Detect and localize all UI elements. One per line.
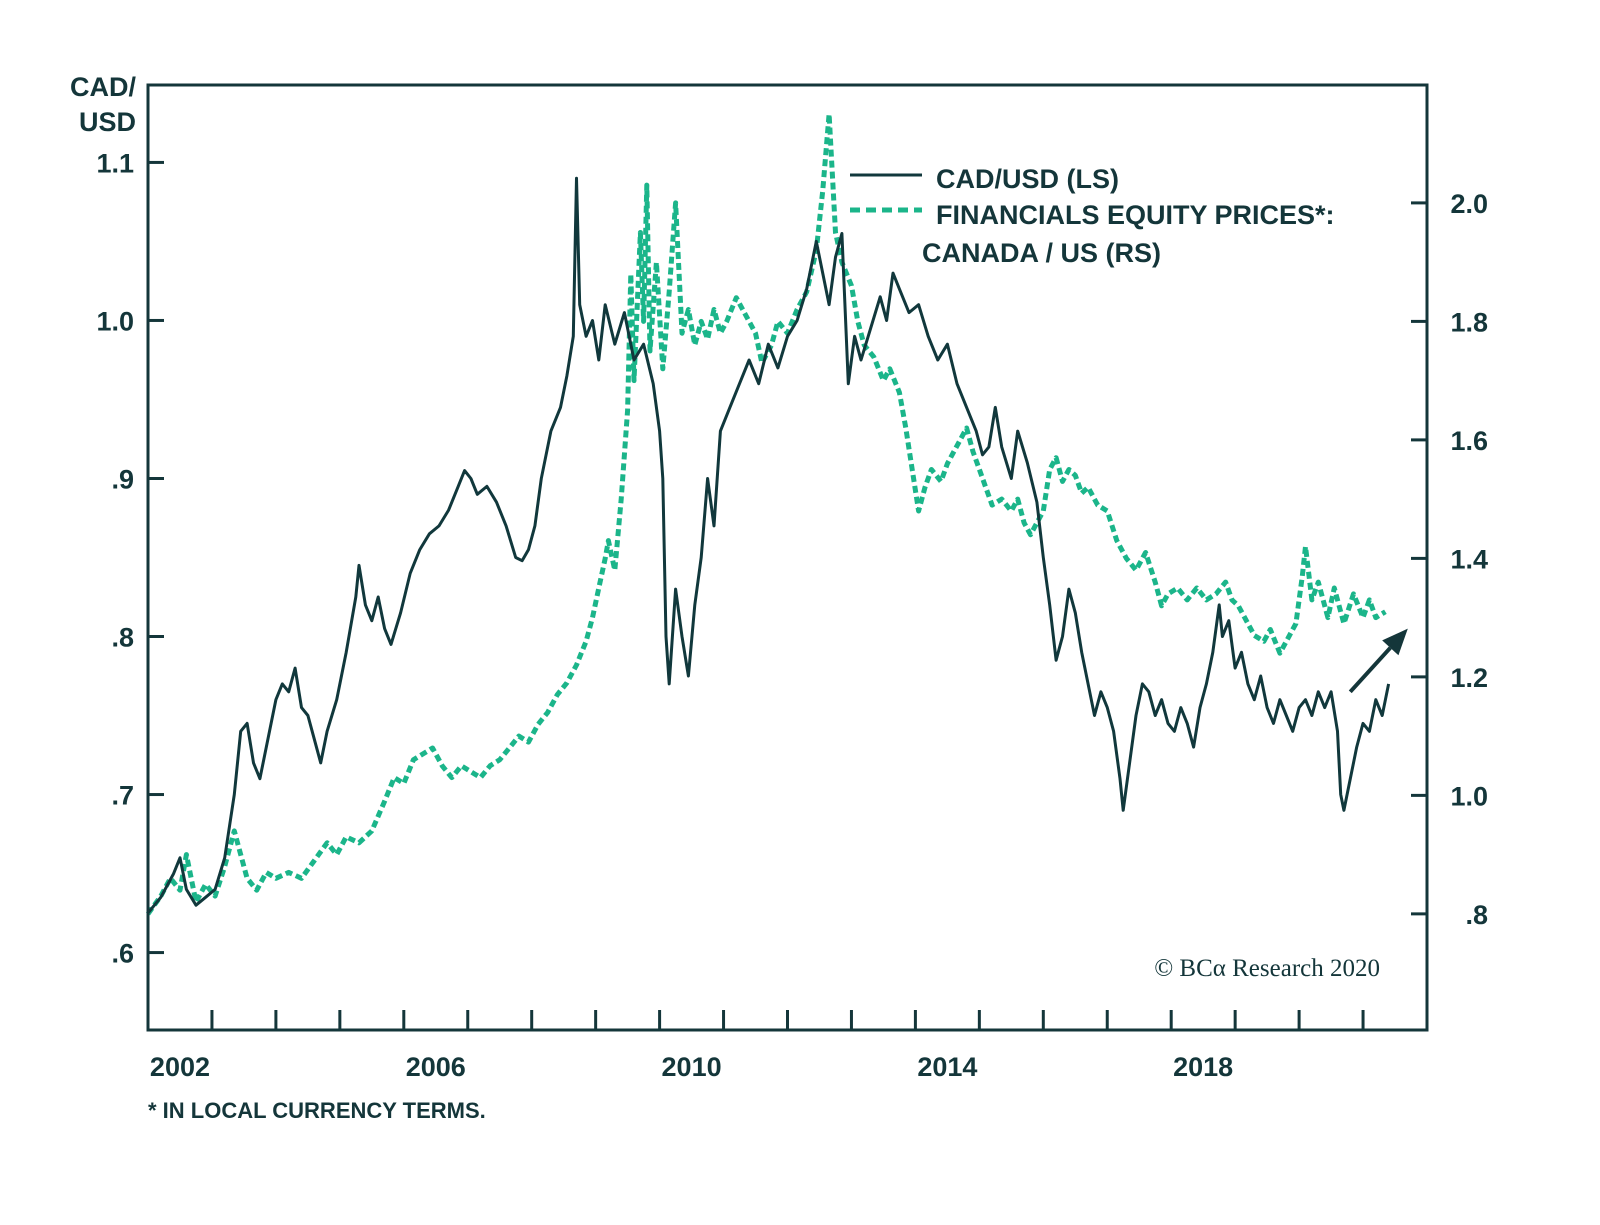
series-cad-usd-line [146, 176, 1391, 915]
copyright-text: © BCα Research 2020 [1154, 955, 1380, 982]
right-axis-tick-label: 2.0 [1450, 189, 1488, 219]
footnote: * IN LOCAL CURRENCY TERMS. [148, 1098, 486, 1123]
left-axis: .6 .7 .8 .9 1.0 1.1 [96, 148, 164, 969]
x-axis-tick-label: 2010 [662, 1052, 722, 1082]
legend-label-cad-usd: CAD/USD (LS) [936, 164, 1119, 194]
x-axis-tick-label: 2006 [406, 1052, 466, 1082]
right-axis-tick-label: 1.8 [1450, 307, 1488, 337]
x-axis-tick-label: 2014 [917, 1052, 977, 1082]
x-axis: 2002 2006 2010 2014 2018 [150, 1010, 1365, 1082]
left-axis-tick-label: .8 [111, 623, 134, 653]
right-axis-tick-label: 1.6 [1450, 426, 1488, 456]
legend: CAD/USD (LS) FINANCIALS EQUITY PRICES*: … [850, 164, 1335, 268]
arrow-head [1382, 628, 1408, 656]
legend-label-equity-line2: CANADA / US (RS) [922, 238, 1161, 268]
series-financials-equity-line [145, 111, 1387, 916]
right-axis: .8 1.0 1.2 1.4 1.6 1.8 2.0 [1411, 189, 1488, 930]
right-axis-tick-label: 1.0 [1450, 781, 1488, 811]
left-axis-title-line1: CAD/ [70, 72, 136, 102]
x-axis-tick-label: 2002 [150, 1052, 210, 1082]
arrow-shaft [1348, 646, 1392, 694]
legend-label-equity-line1: FINANCIALS EQUITY PRICES*: [936, 200, 1335, 230]
left-axis-tick-label: .6 [111, 939, 134, 969]
x-axis-tick-label: 2018 [1173, 1052, 1233, 1082]
left-axis-tick-label: .7 [111, 781, 134, 811]
right-axis-tick-label: .8 [1465, 900, 1488, 930]
left-axis-tick-label: 1.0 [96, 306, 134, 336]
left-axis-title-line2: USD [79, 107, 136, 137]
trend-arrow-icon [1348, 628, 1408, 694]
left-axis-tick-label: .9 [111, 464, 134, 494]
right-axis-tick-label: 1.4 [1450, 544, 1488, 574]
left-axis-tick-label: 1.1 [96, 148, 134, 178]
equity-ratio-path [145, 111, 1387, 916]
right-axis-tick-label: 1.2 [1450, 663, 1488, 693]
cad-usd-path [146, 176, 1391, 915]
